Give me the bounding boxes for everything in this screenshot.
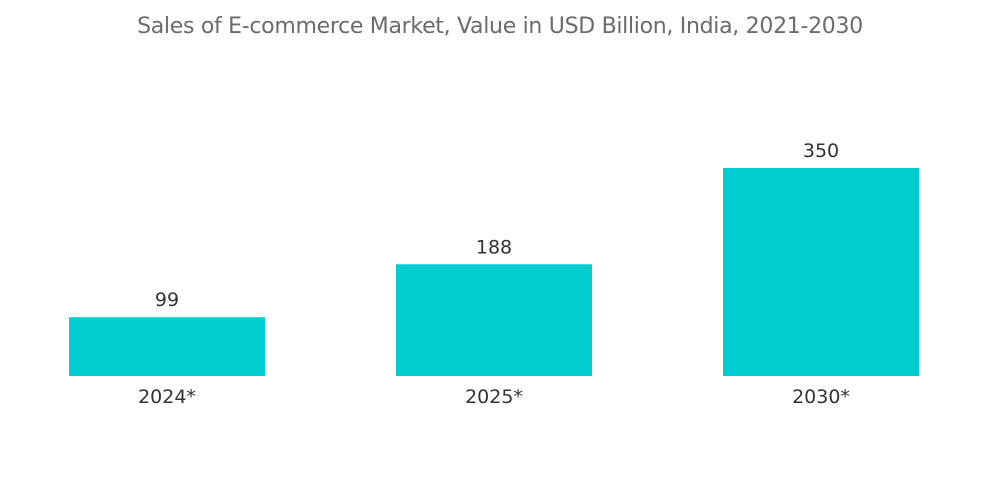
chart-title: Sales of E-commerce Market, Value in USD… xyxy=(137,14,863,39)
x-tick-label-2030: 2030* xyxy=(792,386,850,408)
data-label-2024: 99 xyxy=(155,289,179,311)
data-label-2030: 350 xyxy=(803,140,839,162)
bar-2025 xyxy=(396,264,592,376)
data-labels-layer: 99 188 350 xyxy=(155,140,839,311)
bar-2030 xyxy=(723,168,919,376)
data-label-2025: 188 xyxy=(476,236,512,258)
bar-2024 xyxy=(69,317,265,376)
x-tick-label-2025: 2025* xyxy=(465,386,523,408)
bars-layer xyxy=(69,168,919,376)
x-tick-labels-layer: 2024* 2025* 2030* xyxy=(138,386,850,408)
x-tick-label-2024: 2024* xyxy=(138,386,196,408)
